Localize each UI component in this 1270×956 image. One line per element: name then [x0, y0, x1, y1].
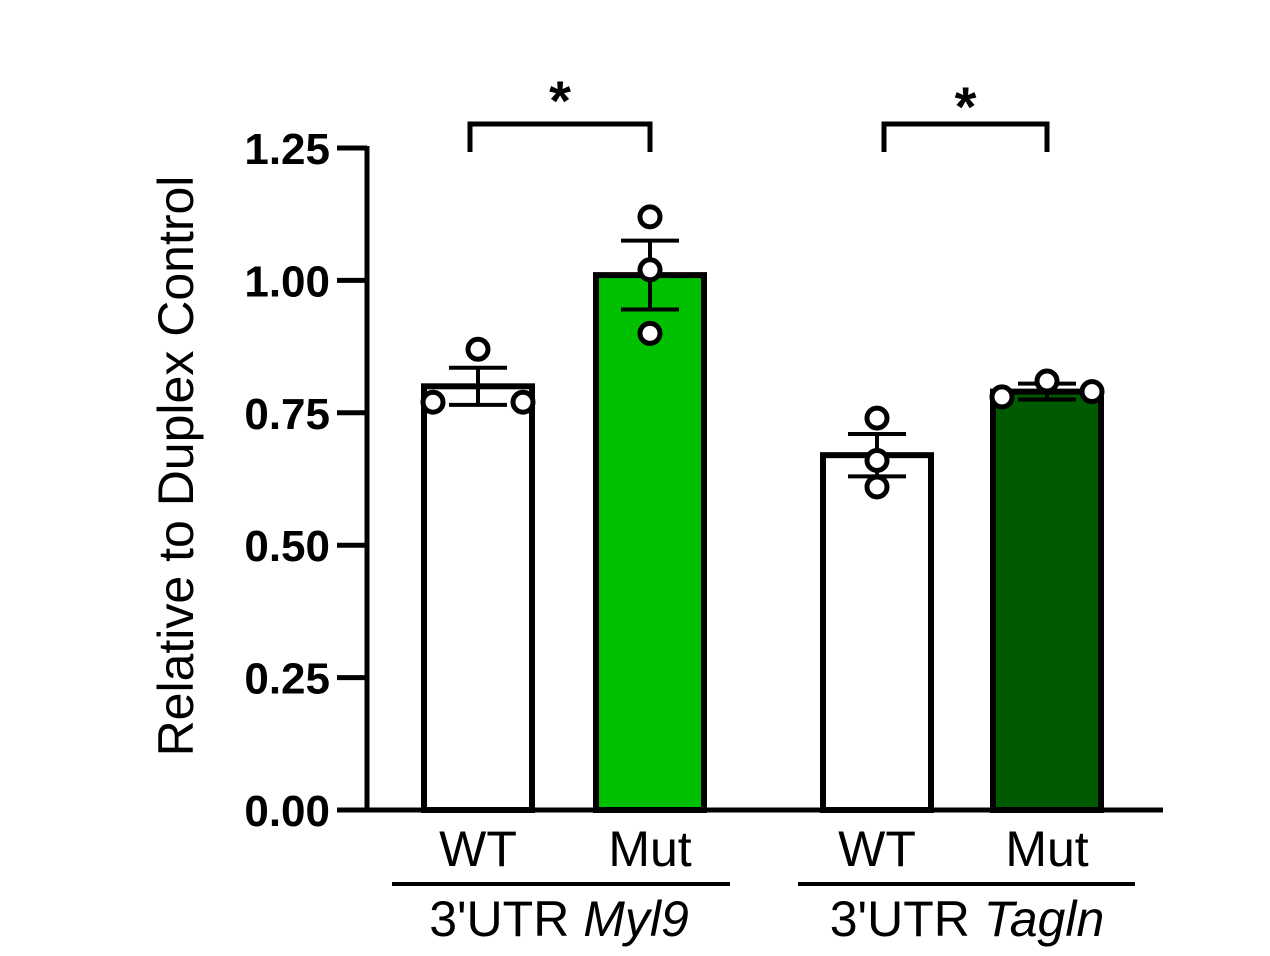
data-point: [1079, 379, 1105, 405]
bar: [593, 272, 707, 813]
bar: [990, 388, 1104, 813]
y-tick-label: 0.00: [244, 787, 330, 836]
bar: [820, 452, 934, 813]
significance-star: *: [549, 69, 571, 132]
data-point: [510, 389, 536, 415]
group-label: 3'UTR Tagln: [830, 891, 1105, 947]
y-tick-label: 0.50: [244, 522, 330, 571]
data-point: [637, 320, 663, 346]
data-point: [637, 257, 663, 283]
y-axis-title: Relative to Duplex Control: [148, 176, 204, 757]
group-label-gene: Myl9: [583, 891, 689, 947]
significance-star: *: [955, 75, 977, 138]
y-tick-label: 1.00: [244, 257, 330, 306]
group-label: 3'UTR Myl9: [429, 891, 689, 947]
x-category-label: Mut: [1005, 821, 1088, 877]
data-point: [637, 204, 663, 230]
x-category-label: Mut: [608, 821, 691, 877]
x-category-label: WT: [838, 821, 916, 877]
data-point: [864, 474, 890, 500]
x-category-label: WT: [439, 821, 517, 877]
y-tick-label: 0.25: [244, 655, 330, 704]
bar: [421, 383, 535, 813]
data-point: [989, 384, 1015, 410]
group-label-gene: Tagln: [984, 891, 1104, 947]
data-point: [864, 447, 890, 473]
y-tick-label: 1.25: [244, 125, 330, 174]
data-point: [465, 336, 491, 362]
significance-bracket: [467, 121, 653, 152]
data-point: [420, 389, 446, 415]
data-point: [864, 405, 890, 431]
plot-area: 0.00 0.25 0.50 0.75 1.00 1.25 WT Mut 3'UTR Myl9 *…: [244, 69, 1163, 947]
data-point: [1034, 368, 1060, 394]
y-axis-title-group: Relative to Duplex Control: [148, 176, 204, 757]
y-tick-label: 0.75: [244, 390, 330, 439]
significance-bracket: [881, 121, 1050, 152]
